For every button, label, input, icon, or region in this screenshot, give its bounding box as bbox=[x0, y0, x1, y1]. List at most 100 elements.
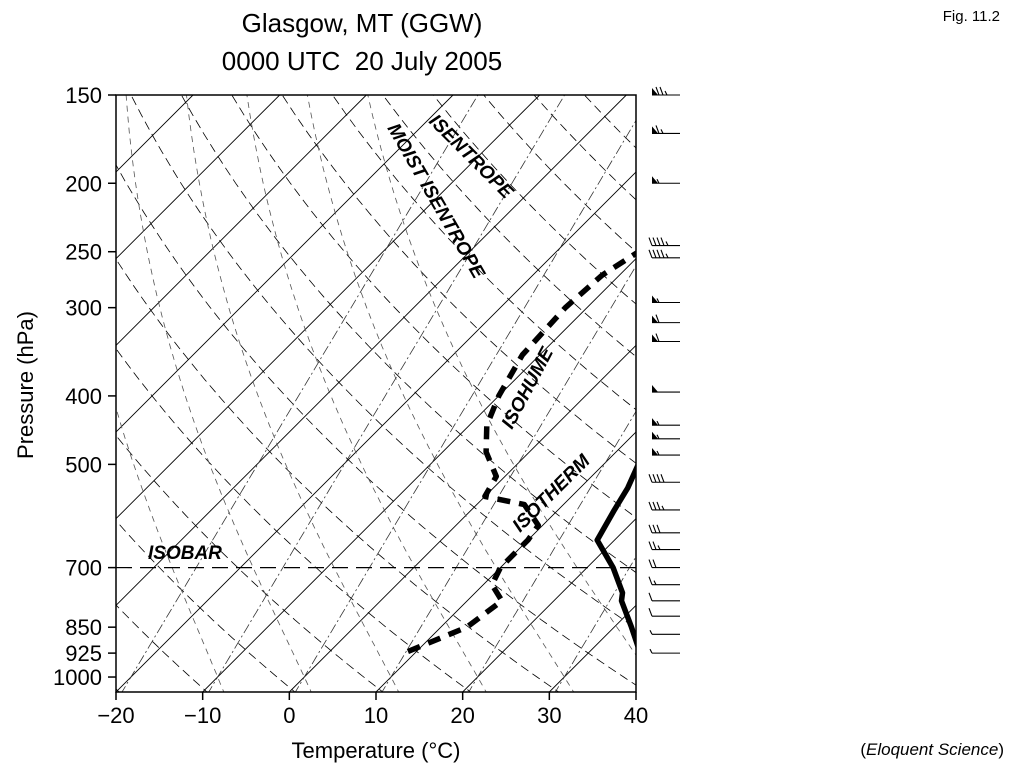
isentrope-line bbox=[533, 95, 636, 201]
dewpoint-profile-line bbox=[406, 250, 636, 655]
wind-barb-flag bbox=[648, 559, 653, 568]
wind-barb bbox=[648, 559, 680, 569]
isotherm-line bbox=[116, 95, 280, 260]
isentrope-line bbox=[332, 95, 636, 411]
wind-barb-flag bbox=[648, 474, 653, 483]
wind-barb-half bbox=[656, 420, 660, 426]
isohume-line bbox=[208, 95, 566, 692]
wind-barb bbox=[648, 249, 680, 259]
wind-barb-flag bbox=[652, 474, 657, 483]
wind-barb-flag bbox=[660, 237, 665, 246]
isentrope-line bbox=[432, 95, 636, 305]
wind-barb bbox=[648, 576, 680, 586]
wind-barb bbox=[648, 607, 680, 617]
wind-barb-flag bbox=[648, 524, 653, 534]
moist-isentrope-line bbox=[116, 406, 225, 692]
y-tick-label: 925 bbox=[65, 641, 102, 666]
wind-barb-flag bbox=[652, 559, 657, 568]
isotherm-line bbox=[723, 95, 1024, 692]
isotherm-line bbox=[809, 95, 1024, 692]
isentrope-line bbox=[664, 74, 1024, 695]
wind-barb-pennant bbox=[652, 334, 658, 342]
wind-barb-half bbox=[653, 580, 657, 585]
wind-barb bbox=[652, 333, 680, 343]
isohume-line bbox=[121, 95, 479, 692]
wind-barb-flag bbox=[648, 576, 653, 585]
isotherm-line bbox=[462, 518, 636, 692]
wind-barb-flag bbox=[648, 237, 653, 246]
y-tick-label: 1000 bbox=[53, 665, 102, 690]
x-tick-label: 20 bbox=[450, 703, 474, 728]
isentrope-line bbox=[583, 95, 636, 149]
wind-barb-half bbox=[665, 253, 669, 259]
isentrope-line bbox=[116, 434, 384, 692]
isentrope-line bbox=[130, 95, 636, 629]
chart-subtitle: 0000 UTC 20 July 2005 bbox=[222, 46, 502, 76]
y-tick-label: 500 bbox=[65, 452, 102, 477]
wind-barb-half bbox=[656, 434, 660, 440]
y-tick-label: 700 bbox=[65, 556, 102, 581]
isentrope-line bbox=[231, 95, 636, 518]
wind-barb bbox=[652, 295, 680, 304]
isohume-line bbox=[640, 74, 1010, 695]
wind-barb-flag bbox=[652, 237, 657, 246]
isohume-line bbox=[381, 265, 636, 692]
wind-barb bbox=[648, 501, 680, 511]
wind-barb bbox=[652, 431, 680, 440]
wind-barb bbox=[652, 125, 680, 134]
x-axis-label: Temperature (°C) bbox=[292, 738, 461, 763]
wind-barb-half bbox=[661, 505, 665, 511]
isotherm-line bbox=[375, 431, 636, 692]
isentrope-line bbox=[116, 164, 636, 686]
wind-barb bbox=[652, 385, 680, 393]
label-isotherm: ISOTHERM bbox=[509, 450, 596, 537]
y-tick-label: 150 bbox=[65, 83, 102, 108]
wind-barb-flag bbox=[648, 541, 653, 550]
isentrope-line bbox=[116, 520, 296, 692]
y-axis-label: Pressure (hPa) bbox=[13, 311, 38, 459]
wind-barbs bbox=[648, 86, 680, 654]
wind-barb-flag bbox=[648, 249, 653, 258]
wind-barb-pennant bbox=[652, 418, 658, 426]
wind-barb-flag bbox=[656, 237, 661, 246]
wind-barb-flag bbox=[652, 501, 657, 511]
wind-barb-flag bbox=[648, 501, 653, 511]
wind-barb-pennant bbox=[652, 126, 658, 134]
label-isobar: ISOBAR bbox=[148, 543, 222, 564]
wind-barb-pennant bbox=[652, 385, 658, 393]
wind-barb-flag bbox=[655, 333, 660, 342]
sounding-profiles bbox=[406, 250, 636, 655]
wind-barb-flag bbox=[656, 501, 661, 511]
chart-title: Glasgow, MT (GGW) bbox=[242, 8, 483, 38]
wind-barb bbox=[648, 541, 680, 551]
wind-barb-flag bbox=[648, 592, 653, 601]
wind-barb-half bbox=[649, 630, 653, 635]
isentrope-line bbox=[116, 258, 560, 692]
wind-barb-pennant bbox=[652, 176, 658, 184]
wind-barb-flag bbox=[655, 125, 660, 134]
wind-barb bbox=[648, 237, 680, 247]
isentrope-line bbox=[116, 348, 472, 692]
wind-barb-flag bbox=[656, 474, 661, 483]
wind-barb bbox=[649, 630, 680, 635]
wind-barb-half bbox=[656, 179, 660, 184]
wind-barb-pennant bbox=[652, 315, 658, 323]
wind-barb-flag bbox=[648, 607, 653, 617]
credit-open: ( bbox=[860, 740, 866, 759]
x-axis: −20 −10 0 10 20 30 40 bbox=[97, 692, 648, 728]
y-tick-label: 300 bbox=[65, 296, 102, 321]
wind-barb bbox=[649, 648, 680, 654]
wind-barb-flag bbox=[660, 249, 665, 258]
isotherm-line bbox=[116, 95, 367, 346]
isentrope-line bbox=[713, 74, 1024, 695]
isentrope-line bbox=[116, 604, 208, 692]
temperature-profile-line bbox=[594, 462, 636, 650]
wind-barb bbox=[648, 524, 680, 534]
isentrope-line bbox=[180, 95, 636, 574]
isotherm-line bbox=[116, 95, 540, 520]
isohume-line bbox=[554, 555, 636, 692]
x-tick-label: 10 bbox=[364, 703, 388, 728]
credit-source: Eloquent Science bbox=[866, 740, 999, 759]
isotherm-line bbox=[635, 691, 636, 692]
